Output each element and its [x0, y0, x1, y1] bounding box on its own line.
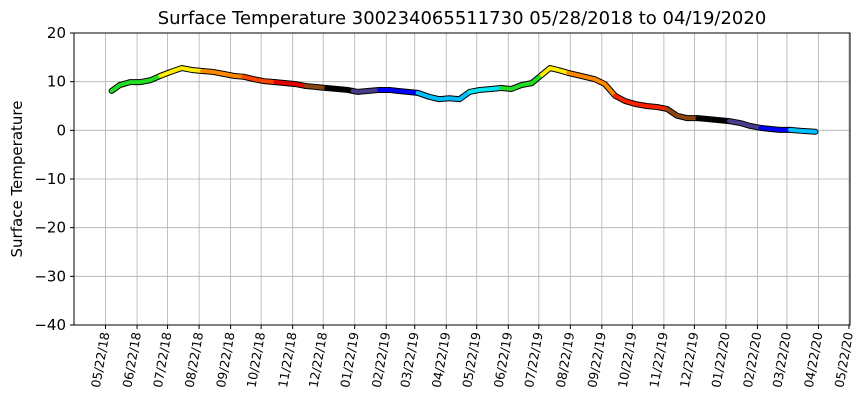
line-segment [566, 70, 618, 98]
x-tick-label: 05/22/18 [88, 331, 113, 389]
lines [108, 65, 819, 135]
line-segment [499, 72, 544, 91]
grid [74, 32, 850, 326]
y-tick-label: −20 [34, 219, 66, 237]
y-tick-label: −30 [34, 267, 66, 285]
line-segment [467, 85, 504, 94]
line-segment [539, 66, 571, 77]
y-tick-label: −10 [34, 170, 66, 188]
x-tick-label: 02/22/20 [740, 331, 765, 389]
line-segment [613, 93, 669, 111]
y-tick-label: 20 [47, 24, 66, 42]
x-tick-label: 04/22/19 [429, 331, 454, 389]
x-tick-label: 02/22/19 [369, 331, 394, 389]
x-tick-label: 11/22/18 [275, 331, 300, 389]
line-segment [664, 106, 700, 121]
line-segment [787, 127, 818, 134]
y-tick-label: −40 [34, 316, 66, 334]
x-tick-label: 11/22/19 [646, 331, 671, 389]
line-segment [695, 116, 731, 124]
line-segment [200, 68, 246, 79]
x-tick-label: 10/22/19 [615, 331, 640, 389]
line-segment [726, 119, 763, 130]
line-segment [273, 80, 308, 89]
x-tick-label: 08/22/18 [182, 331, 207, 389]
x-tick-label: 10/22/18 [244, 331, 269, 389]
x-tick-label: 05/22/20 [831, 331, 856, 389]
y-tick-label: 0 [56, 121, 66, 139]
x-tick-label: 04/22/20 [801, 331, 826, 389]
line-segment [303, 84, 329, 90]
line-segment [350, 87, 382, 94]
x-tick-label: 07/22/19 [521, 331, 546, 389]
x-tick-label: 09/22/18 [213, 331, 238, 389]
x-tick-label: 09/22/19 [584, 331, 609, 389]
line-segment [241, 74, 278, 85]
x-tick-label: 05/22/19 [459, 331, 484, 389]
x-tick-label: 03/22/20 [769, 331, 794, 389]
x-tick-label: 01/22/20 [708, 331, 733, 389]
x-tick-label: 07/22/18 [150, 331, 175, 389]
x-tick-label: 12/22/18 [306, 331, 331, 389]
x-tick-label: 03/22/19 [397, 331, 422, 389]
line-segment [109, 73, 163, 93]
x-tick-label: 12/22/19 [677, 331, 702, 389]
x-tick-label: 08/22/19 [553, 331, 578, 389]
chart-title: Surface Temperature 300234065511730 05/2… [158, 8, 767, 29]
line-segment [158, 66, 205, 78]
line-segment [377, 87, 420, 95]
line-segment [324, 85, 355, 93]
y-tick-label: 10 [47, 73, 66, 91]
x-tick-label: 06/22/19 [491, 331, 516, 389]
y-axis-label: Surface Temperature [8, 101, 26, 258]
line-segment [758, 125, 792, 132]
line-segment [415, 89, 472, 102]
x-tick-label: 01/22/19 [337, 331, 362, 389]
x-tick-label: 06/22/18 [119, 331, 144, 389]
